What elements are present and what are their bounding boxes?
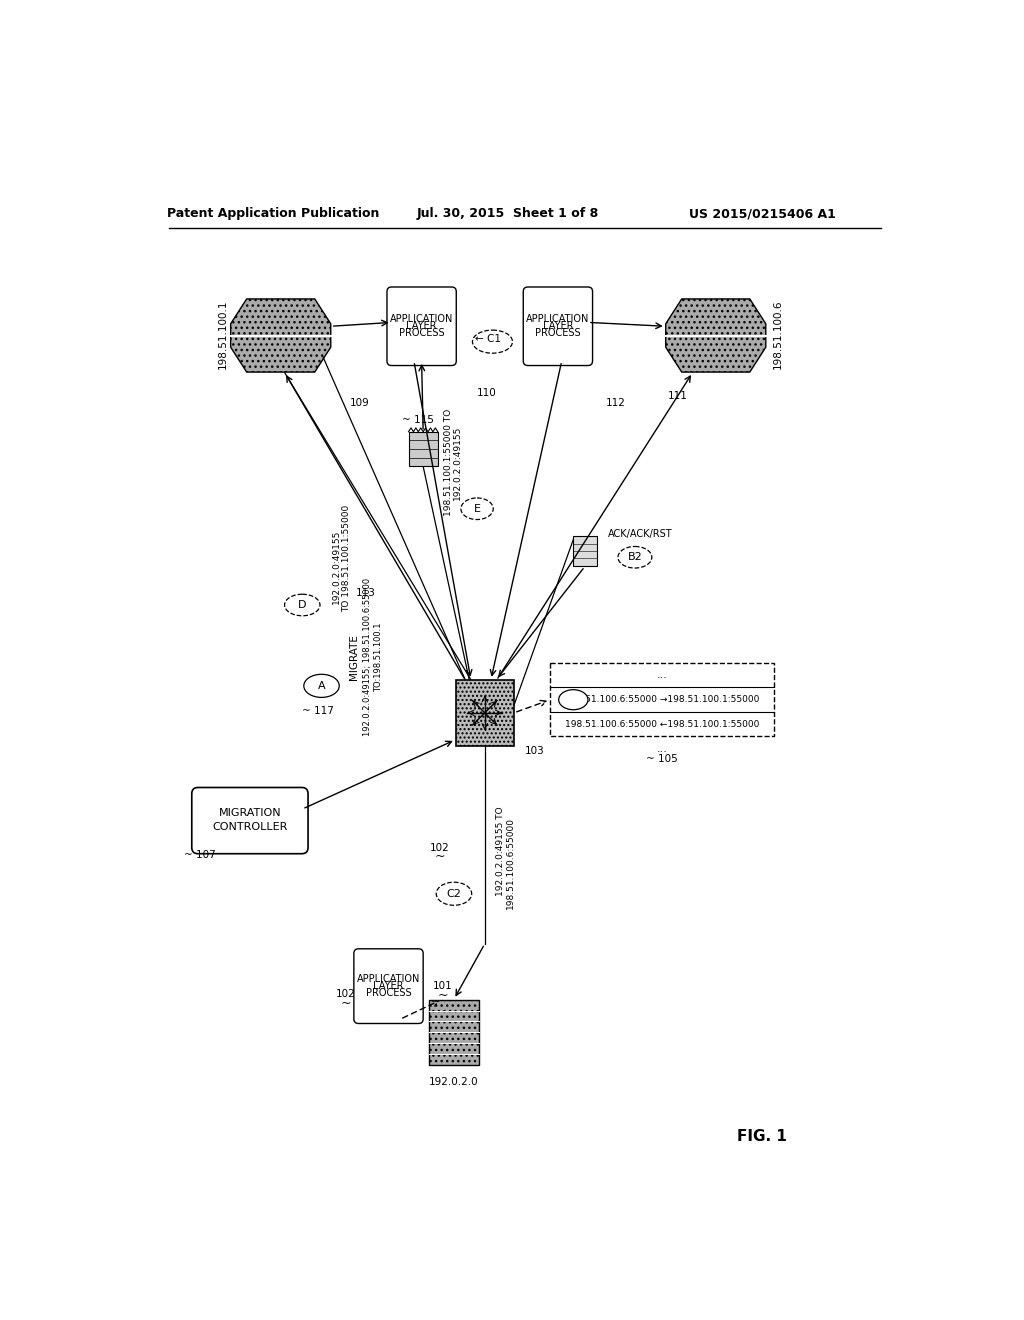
Text: ~: ~ bbox=[437, 989, 447, 1002]
Text: 109: 109 bbox=[349, 399, 369, 408]
FancyBboxPatch shape bbox=[387, 286, 457, 366]
Text: ← C1: ← C1 bbox=[475, 334, 501, 343]
Bar bbox=[456, 680, 514, 746]
Text: ~ 117: ~ 117 bbox=[302, 706, 334, 717]
Text: ~: ~ bbox=[435, 850, 445, 863]
Text: 103: 103 bbox=[524, 746, 545, 756]
Text: 102: 102 bbox=[430, 842, 450, 853]
Text: 192.0.2.0:49155: 192.0.2.0:49155 bbox=[332, 529, 341, 603]
Text: 198.51.100.6:55000 ←198.51.100.1:55000: 198.51.100.6:55000 ←198.51.100.1:55000 bbox=[564, 719, 759, 729]
Text: ACK/ACK/RST: ACK/ACK/RST bbox=[608, 529, 673, 539]
Text: Patent Application Publication: Patent Application Publication bbox=[167, 207, 379, 220]
Text: ...: ... bbox=[656, 671, 668, 680]
FancyBboxPatch shape bbox=[354, 949, 423, 1023]
Polygon shape bbox=[666, 298, 766, 372]
Text: 111: 111 bbox=[668, 391, 687, 400]
Text: 112: 112 bbox=[606, 399, 626, 408]
Text: US 2015/0215406 A1: US 2015/0215406 A1 bbox=[688, 207, 836, 220]
Text: 113: 113 bbox=[355, 589, 376, 598]
Text: 192.0.2.0:49155 TO: 192.0.2.0:49155 TO bbox=[496, 807, 505, 896]
Text: 192.0.2.0:49155; 198.51.100.6:55000: 192.0.2.0:49155; 198.51.100.6:55000 bbox=[364, 578, 372, 737]
Text: 192.0.2.0: 192.0.2.0 bbox=[429, 1077, 479, 1088]
Text: 110: 110 bbox=[476, 388, 497, 399]
Text: MIGRATE: MIGRATE bbox=[349, 635, 358, 680]
Text: B1: B1 bbox=[566, 694, 581, 705]
Text: 198.51.100.6:55000 →198.51.100.1:55000: 198.51.100.6:55000 →198.51.100.1:55000 bbox=[564, 696, 759, 704]
Text: Jul. 30, 2015  Sheet 1 of 8: Jul. 30, 2015 Sheet 1 of 8 bbox=[417, 207, 599, 220]
FancyBboxPatch shape bbox=[191, 788, 308, 854]
Text: ~ 105: ~ 105 bbox=[646, 754, 678, 764]
Text: E: E bbox=[473, 504, 480, 513]
Text: D: D bbox=[298, 601, 306, 610]
Text: LAYER: LAYER bbox=[374, 981, 403, 991]
Text: 198.51.100.1: 198.51.100.1 bbox=[218, 300, 228, 368]
Text: 198.51.100.6:55000: 198.51.100.6:55000 bbox=[507, 817, 515, 909]
Text: TO 198.51.100.1:55000: TO 198.51.100.1:55000 bbox=[342, 506, 350, 612]
Text: APPLICATION: APPLICATION bbox=[526, 314, 590, 325]
Text: PROCESS: PROCESS bbox=[366, 989, 412, 998]
Text: LAYER: LAYER bbox=[407, 321, 437, 331]
Text: ~ 107: ~ 107 bbox=[184, 850, 216, 861]
Bar bbox=[572, 536, 597, 566]
Bar bbox=[550, 663, 773, 737]
Text: 198.51.100.6: 198.51.100.6 bbox=[772, 300, 782, 368]
Polygon shape bbox=[230, 298, 331, 372]
Text: TO:198.51.100.1: TO:198.51.100.1 bbox=[374, 623, 383, 692]
Text: PROCESS: PROCESS bbox=[398, 329, 444, 338]
Text: LAYER: LAYER bbox=[543, 321, 573, 331]
Text: 102: 102 bbox=[336, 989, 356, 999]
Text: A: A bbox=[317, 681, 326, 690]
Text: B2: B2 bbox=[628, 552, 642, 562]
Ellipse shape bbox=[559, 689, 588, 710]
Text: ~ 115: ~ 115 bbox=[401, 416, 433, 425]
Text: APPLICATION: APPLICATION bbox=[390, 314, 454, 325]
Text: APPLICATION: APPLICATION bbox=[356, 974, 420, 985]
Text: ~: ~ bbox=[341, 997, 351, 1010]
Text: PROCESS: PROCESS bbox=[536, 329, 581, 338]
Text: C2: C2 bbox=[446, 888, 462, 899]
Bar bbox=[409, 432, 438, 466]
Text: 198.51.100.1:55000 TO: 198.51.100.1:55000 TO bbox=[444, 409, 453, 516]
Text: CONTROLLER: CONTROLLER bbox=[212, 822, 288, 832]
Text: FIG. 1: FIG. 1 bbox=[737, 1129, 786, 1144]
Text: 192.0.2.0:49155: 192.0.2.0:49155 bbox=[454, 425, 462, 500]
Text: ...: ... bbox=[656, 744, 668, 754]
Text: MIGRATION: MIGRATION bbox=[218, 808, 282, 818]
Text: 101: 101 bbox=[432, 981, 453, 991]
Bar bbox=[429, 999, 479, 1065]
FancyBboxPatch shape bbox=[523, 286, 593, 366]
